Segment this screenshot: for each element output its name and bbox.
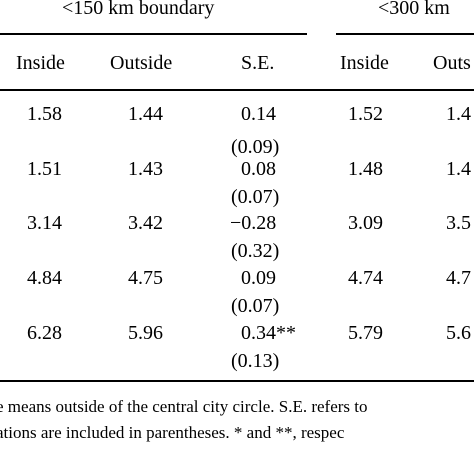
group-header-300km: <300 km — [378, 0, 450, 19]
table-cell: 1.48 — [348, 158, 383, 180]
footnote-line: e means outside of the central city circ… — [0, 397, 368, 416]
table-cell: 1.44 — [128, 103, 163, 125]
col-header-outside-300: Outs — [433, 52, 471, 74]
col-header-inside-150: Inside — [16, 52, 65, 74]
table-cell: 1.4 — [446, 103, 471, 125]
table-cell: 3.14 — [27, 212, 62, 234]
table-cell: 1.58 — [27, 103, 62, 125]
table-cell: −0.28 — [230, 212, 277, 234]
table-cell: 4.84 — [27, 267, 62, 289]
table-cell: 5.6 — [446, 322, 471, 344]
group-rule-150km — [0, 33, 307, 35]
se-value: (0.32) — [231, 240, 280, 262]
table-cell: 1.51 — [27, 158, 62, 180]
table-cell: 3.09 — [348, 212, 383, 234]
table-cell: 4.74 — [348, 267, 383, 289]
se-value: (0.13) — [231, 350, 280, 372]
table-cell: 1.4 — [446, 158, 471, 180]
table-cell: 0.08 — [241, 158, 276, 180]
col-header-se-150: S.E. — [241, 52, 275, 74]
table-cell: 4.7 — [446, 267, 471, 289]
table-cell: 0.14 — [241, 103, 276, 125]
table-cell: 0.09 — [241, 267, 276, 289]
table-cell: 4.75 — [128, 267, 163, 289]
table-cell: 3.42 — [128, 212, 163, 234]
se-value: (0.07) — [231, 186, 280, 208]
col-header-inside-300: Inside — [340, 52, 389, 74]
table-cell: 5.96 — [128, 322, 163, 344]
group-rule-300km — [336, 33, 474, 35]
col-header-outside-150: Outside — [110, 52, 173, 74]
table-cell: 0.34** — [241, 322, 296, 344]
se-value: (0.07) — [231, 295, 280, 317]
table-cell: 3.5 — [446, 212, 471, 234]
table-cell: 5.79 — [348, 322, 383, 344]
table-bottom-rule — [0, 380, 474, 382]
footnote-line: ations are included in parentheses. * an… — [0, 423, 345, 442]
table-cell: 1.52 — [348, 103, 383, 125]
header-rule — [0, 89, 474, 91]
group-header-150km: <150 km boundary — [62, 0, 215, 19]
se-value: (0.09) — [231, 136, 280, 158]
table-cell: 1.43 — [128, 158, 163, 180]
table-cell: 6.28 — [27, 322, 62, 344]
